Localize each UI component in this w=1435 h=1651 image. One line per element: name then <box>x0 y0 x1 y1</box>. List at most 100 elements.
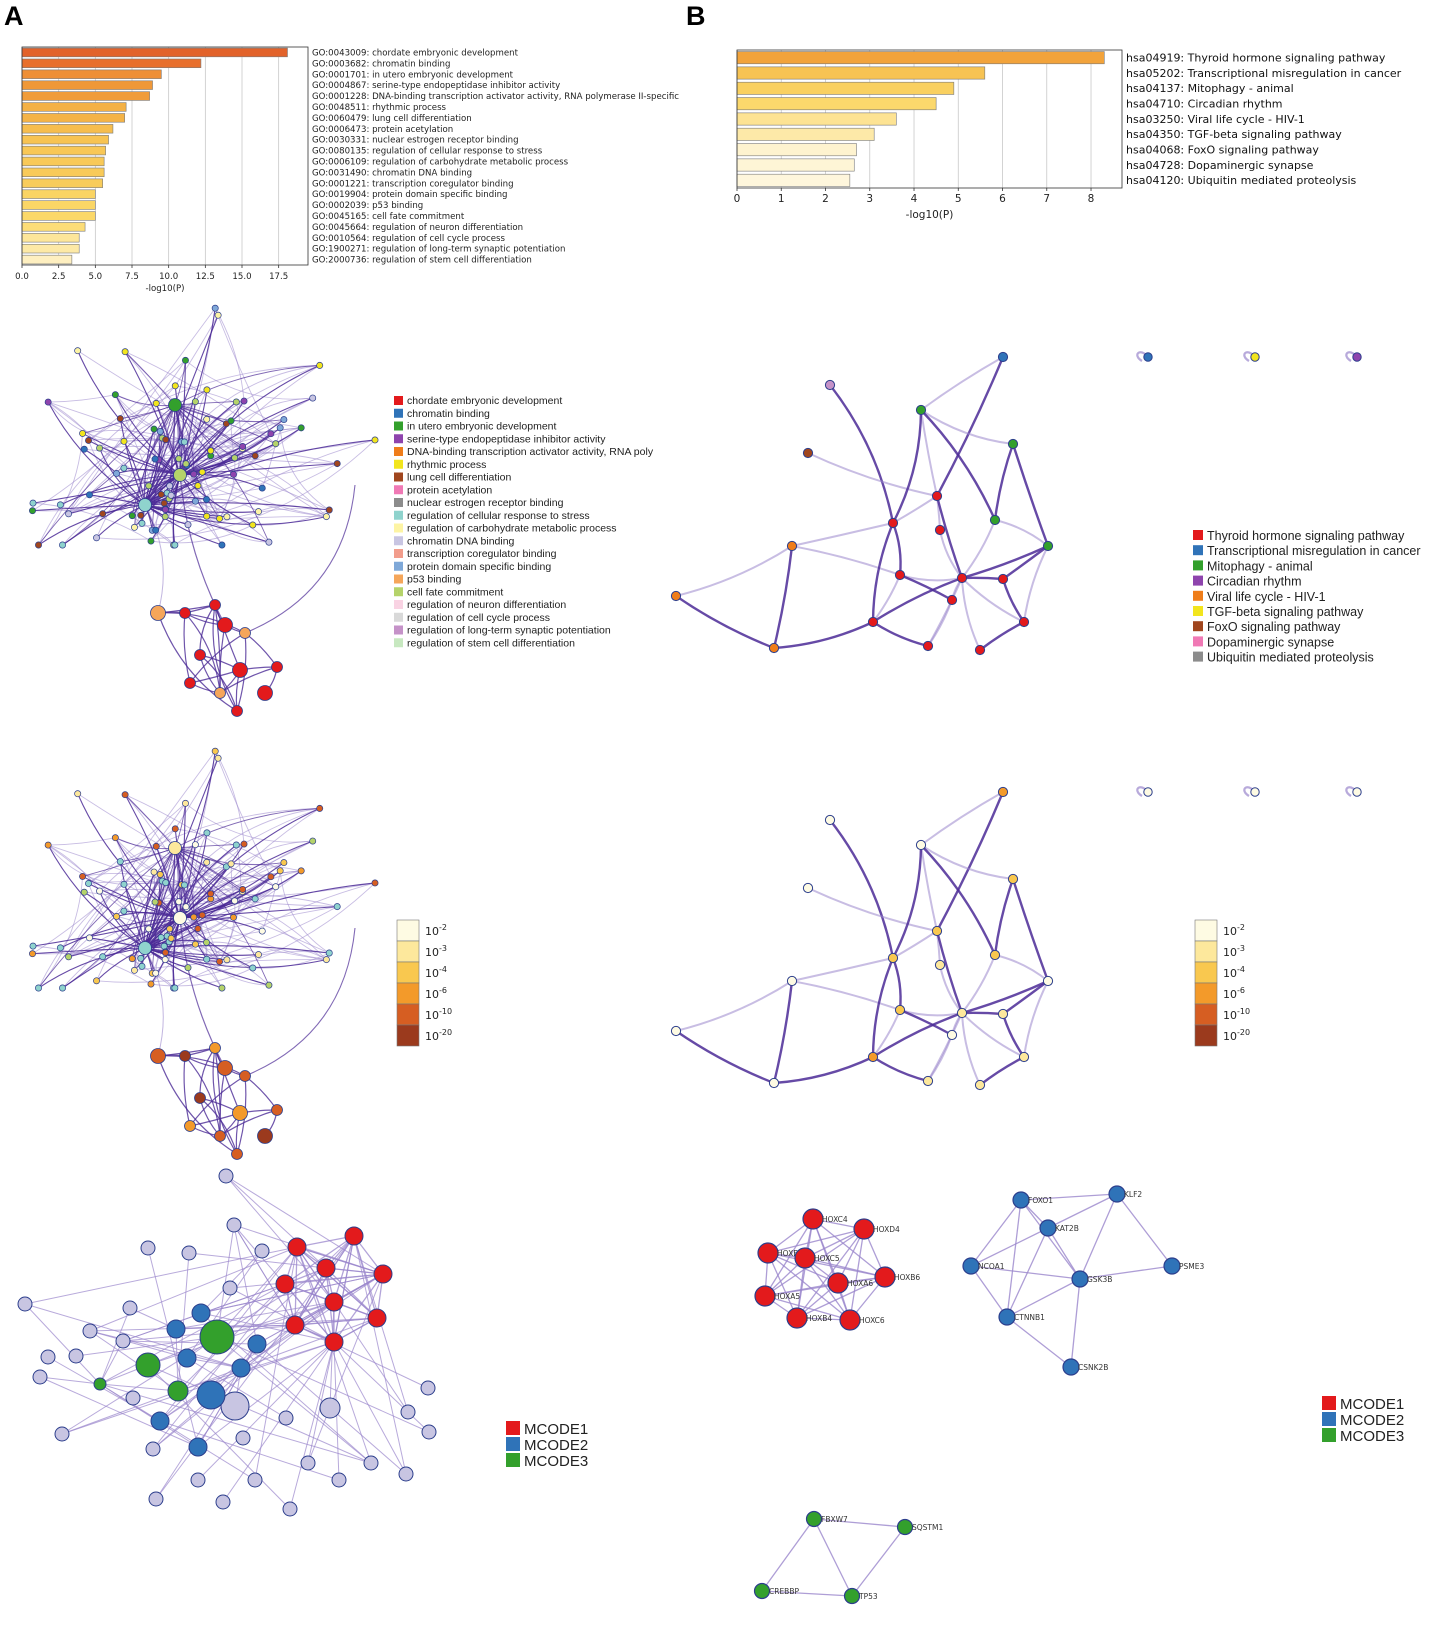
network-node <box>989 514 1001 526</box>
network-node <box>997 786 1009 798</box>
network-edge <box>1079 1193 1118 1280</box>
network-node <box>230 913 237 921</box>
gene-label: CTNNB1 <box>1014 1313 1045 1322</box>
mcode-swatch <box>1322 1396 1336 1410</box>
network-edge <box>32 945 152 985</box>
legend-label: chromatin binding <box>407 408 490 420</box>
x-tick-label: 6 <box>999 193 1006 205</box>
bar-label: hsa05202: Transcriptional misregulation … <box>1126 67 1402 80</box>
network-edge <box>96 832 208 981</box>
network-node <box>157 491 165 498</box>
pvalue-base: 10 <box>425 1009 439 1022</box>
legend-label: Circadian rhythm <box>1207 575 1301 589</box>
network-node <box>191 1303 211 1323</box>
network-edge <box>157 1055 238 1155</box>
network-node <box>74 790 82 798</box>
network-node <box>79 872 87 880</box>
network-node <box>190 913 198 921</box>
mcode-swatch <box>506 1437 520 1451</box>
network-node <box>974 644 986 656</box>
pvalue-base: 10 <box>425 967 439 980</box>
network-node <box>231 454 239 462</box>
network-node <box>254 1243 270 1259</box>
network-edge <box>82 847 176 877</box>
network-edge <box>920 409 997 521</box>
legend-swatch <box>394 587 403 597</box>
network-node <box>997 1008 1009 1020</box>
network-node <box>166 925 174 933</box>
network-node <box>421 1424 437 1440</box>
legend-label: Viral life cycle - HIV-1 <box>1207 590 1326 604</box>
network-node <box>931 490 943 502</box>
mcode3-node <box>805 1510 823 1528</box>
legend-label: regulation of stem cell differentiation <box>407 637 575 649</box>
network-node <box>168 841 182 855</box>
network-node <box>247 1472 263 1488</box>
network-edge <box>183 612 191 684</box>
network-node <box>217 617 233 633</box>
network-edge <box>68 876 271 958</box>
network-node <box>131 523 138 531</box>
network-edge <box>99 1383 256 1481</box>
network-node <box>232 841 240 849</box>
legend-swatch <box>394 612 403 622</box>
network-edge <box>96 439 376 540</box>
gene-label: PSME3 <box>1179 1262 1204 1271</box>
network-edge <box>675 1030 775 1085</box>
pvalue-swatch <box>1194 982 1218 1005</box>
network-node <box>138 962 146 970</box>
network-node <box>239 443 247 450</box>
network-node <box>218 541 226 549</box>
pvalue-label: 10-6 <box>1223 986 1245 1001</box>
network-node <box>867 1051 879 1063</box>
network-node <box>255 508 262 516</box>
network-edge <box>197 1341 335 1448</box>
network-edge <box>222 1341 335 1503</box>
network-edge <box>871 522 895 623</box>
network-node <box>218 1168 234 1184</box>
network-node <box>96 444 104 452</box>
network-node <box>922 640 934 652</box>
bar <box>21 233 80 243</box>
network-edge <box>279 427 330 511</box>
network-edge <box>1070 1278 1081 1368</box>
network-node <box>249 964 257 972</box>
network-edge <box>920 844 997 956</box>
bar <box>736 158 855 172</box>
network-node <box>150 1048 166 1064</box>
network-node <box>333 460 341 468</box>
network-node <box>363 1455 379 1471</box>
network-node <box>275 1274 295 1294</box>
network-edge <box>154 866 227 903</box>
network-edge <box>179 474 253 526</box>
gene-label: FOXO1 <box>1028 1196 1053 1205</box>
network-edge <box>761 1518 815 1592</box>
legend-label: regulation of long-term synaptic potenti… <box>407 625 611 637</box>
network-node <box>768 1077 780 1089</box>
legend-swatch <box>394 408 403 418</box>
network-node <box>316 804 324 812</box>
network-node <box>125 1390 141 1406</box>
network-node <box>54 1426 70 1442</box>
network-edge <box>1006 1316 1072 1368</box>
pvalue-label: 10-4 <box>1223 965 1245 980</box>
network-edge <box>47 401 100 449</box>
network-edge <box>32 502 152 542</box>
network-edge <box>124 794 276 888</box>
network-node <box>1007 438 1019 450</box>
network-node <box>113 912 120 920</box>
pvalue-exp: -10 <box>1237 1007 1250 1016</box>
legend-label: chordate embryonic development <box>407 395 562 407</box>
network-edge <box>174 847 235 902</box>
network-node <box>297 867 305 875</box>
pvalue-exp: -3 <box>1237 944 1245 953</box>
network-edge <box>233 1224 296 1326</box>
panel-letter-a: A <box>4 1 24 31</box>
network-edge <box>89 1246 298 1332</box>
network-node <box>161 513 169 521</box>
network-edge <box>179 360 187 476</box>
network-node <box>80 445 88 453</box>
network-edge <box>186 1357 287 1419</box>
pvalue-base: 10 <box>1223 988 1237 1001</box>
network-node <box>272 883 280 891</box>
